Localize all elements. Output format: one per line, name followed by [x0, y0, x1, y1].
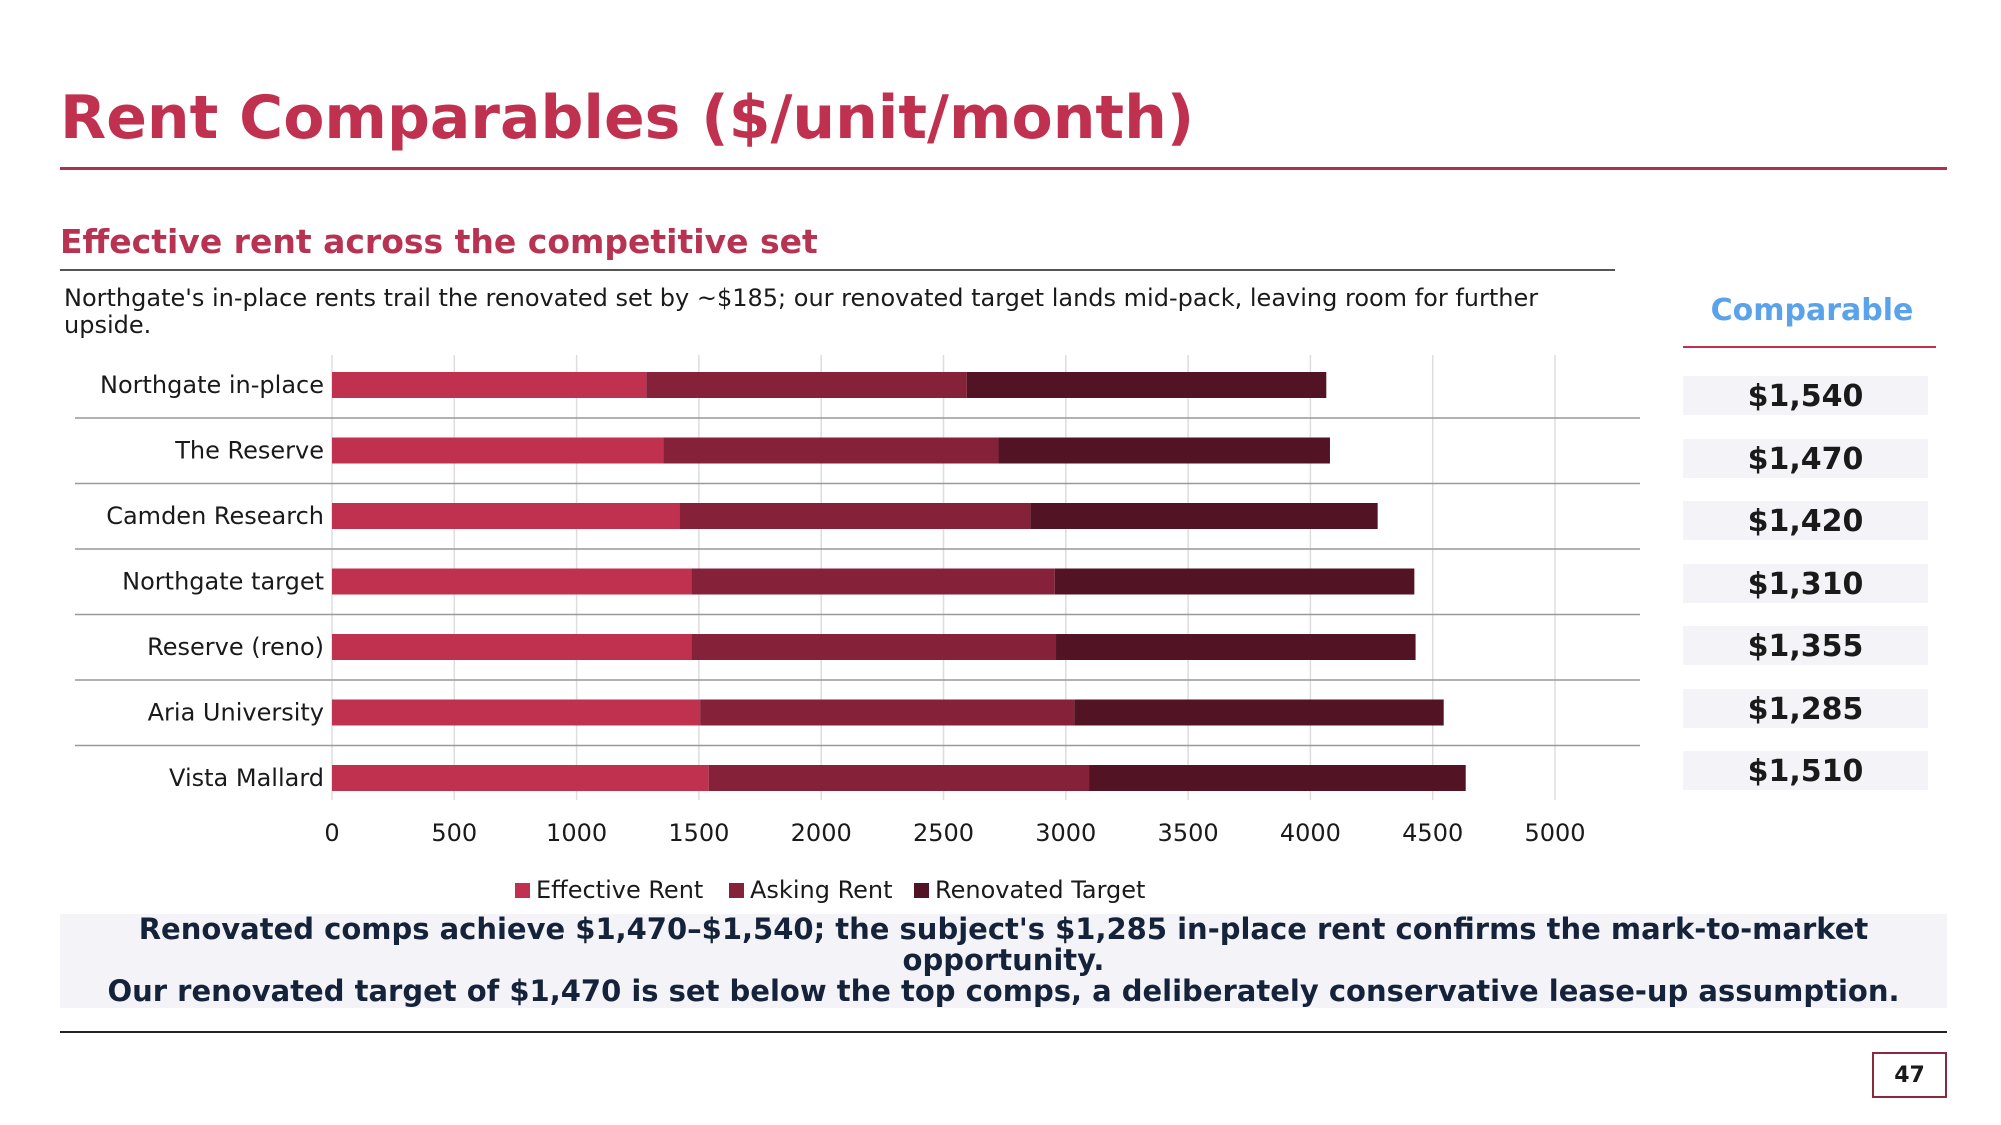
legend-label: Effective Rent [536, 876, 703, 904]
x-tick-label: 4000 [1280, 819, 1341, 847]
bar-segment [332, 568, 692, 595]
rent-comparables-chart: Northgate in-place The Reserve Camden Rese… [75, 355, 1640, 904]
bar-segment [691, 568, 1055, 595]
category-label: The Reserve [174, 437, 324, 465]
x-tick-label: 4500 [1402, 819, 1463, 847]
bar-segment [332, 503, 680, 529]
title-divider [60, 167, 1947, 170]
x-tick-label: 3000 [1035, 819, 1096, 847]
footer-divider [60, 1031, 1947, 1033]
comparable-value: $1,310 [1683, 563, 1928, 603]
bar-segment [700, 699, 1075, 726]
bar-segment [332, 699, 701, 726]
bar-segment [332, 765, 709, 791]
side-panel-divider [1683, 346, 1936, 348]
legend-swatch [515, 883, 530, 898]
legend-label: Asking Rent [750, 876, 893, 904]
bar-segment [1054, 568, 1415, 595]
x-tick-label: 3500 [1158, 819, 1219, 847]
category-label: Camden Research [106, 502, 324, 530]
callout-text: Renovated comps achieve $1,470–$1,540; t… [60, 914, 1947, 1007]
bar-segment [663, 437, 999, 464]
section-divider [60, 269, 1615, 271]
chart-description: Northgate's in-place rents trail the ren… [64, 284, 1539, 339]
x-tick-label: 500 [431, 819, 477, 847]
comparable-value: $1,540 [1683, 376, 1928, 415]
category-label: Aria University [148, 699, 324, 727]
bar-segment [1056, 634, 1416, 660]
bar-segment [691, 634, 1057, 660]
side-panel-heading: Comparable [1710, 293, 1914, 328]
callout-line-1: Renovated comps achieve $1,470–$1,540; t… [138, 912, 1869, 977]
bar-segment [646, 372, 967, 398]
legend-swatch [729, 883, 744, 898]
bar-segment [1089, 765, 1466, 791]
category-label: Northgate in-place [100, 371, 324, 399]
legend-label: Renovated Target [935, 876, 1145, 904]
bar-segment [1030, 503, 1378, 529]
x-tick-label: 2000 [791, 819, 852, 847]
category-label: Northgate target [122, 568, 324, 596]
comparable-value: $1,510 [1683, 751, 1928, 790]
bar-segment [966, 372, 1327, 398]
bar-segment [708, 765, 1090, 791]
comparable-value: $1,470 [1683, 438, 1928, 478]
x-tick-label: 5000 [1524, 819, 1585, 847]
x-tick-label: 0 [324, 819, 339, 847]
bar-segment [332, 634, 692, 660]
x-tick-label: 1500 [668, 819, 729, 847]
callout-line-2: Our renovated target of $1,470 is set be… [107, 974, 1900, 1008]
category-label: Reserve (reno) [147, 633, 324, 661]
comparable-value: $1,285 [1683, 688, 1928, 728]
bar-segment [998, 437, 1330, 464]
category-label: Vista Mallard [169, 764, 324, 792]
comparable-value: $1,355 [1683, 626, 1928, 665]
x-tick-label: 1000 [546, 819, 607, 847]
bar-segment [679, 503, 1031, 529]
section-heading: Effective rent across the competitive se… [60, 222, 818, 261]
legend-swatch [914, 883, 929, 898]
bar-segment [332, 437, 664, 464]
x-tick-label: 2500 [913, 819, 974, 847]
bar-segment [332, 372, 647, 398]
callout-box [60, 914, 1947, 1008]
bar-segment [1074, 699, 1444, 726]
slide-title: Rent Comparables ($/unit/month) [60, 83, 1195, 153]
comparable-value: $1,420 [1683, 501, 1928, 540]
page-number: 47 [1872, 1052, 1947, 1098]
